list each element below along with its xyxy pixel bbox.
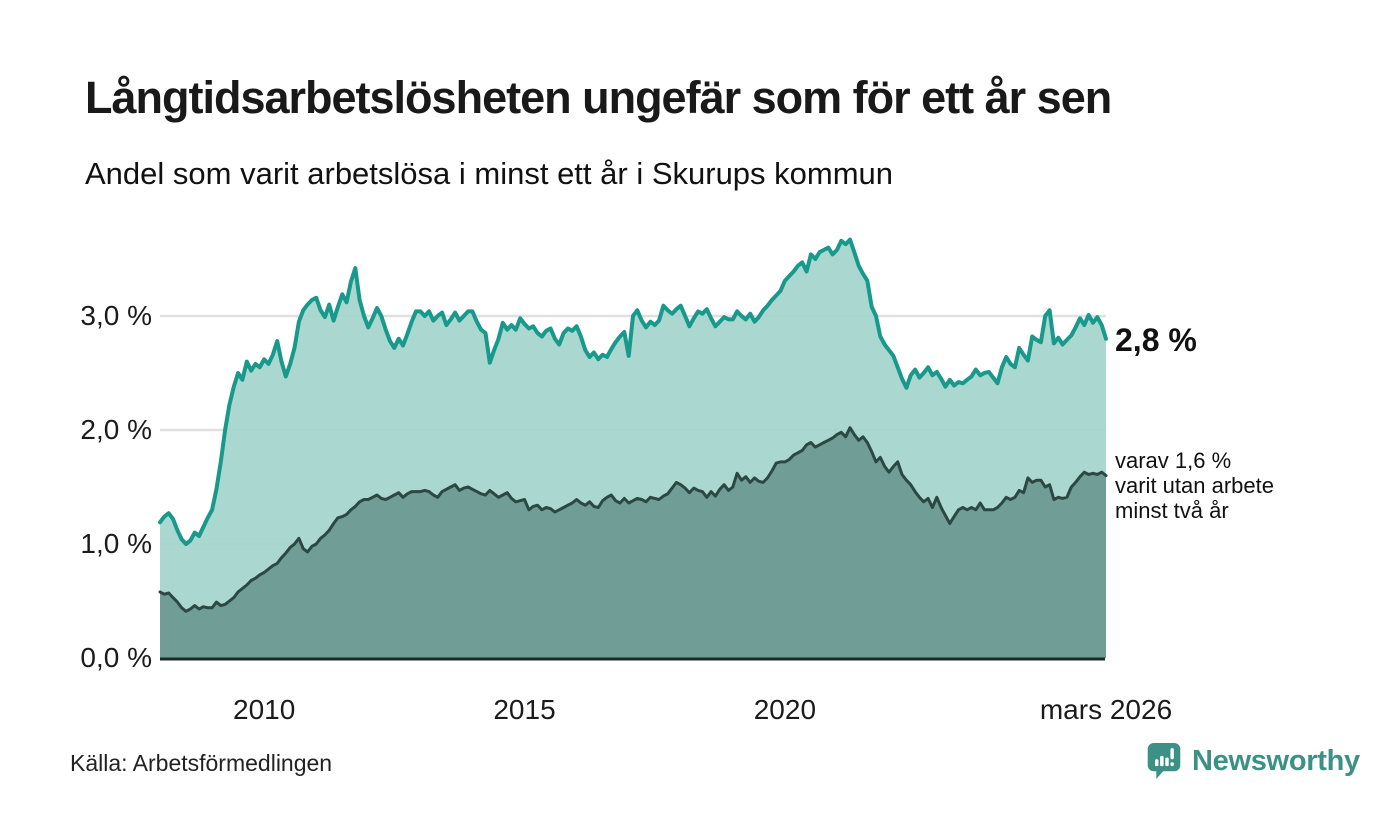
x-tick-label: 2010 (232, 694, 296, 725)
newsworthy-logo: Newsworthy (1146, 741, 1360, 781)
newsworthy-logo-icon (1147, 743, 1181, 779)
y-tick-label: 0,0 % (80, 642, 152, 673)
y-tick-label: 3,0 % (80, 300, 152, 331)
series-line-min-two-years (158, 426, 1108, 613)
chart-subtitle: Andel som varit arbetslösa i minst ett å… (85, 156, 894, 191)
latest-value-label: 2,8 % (1115, 322, 1197, 358)
series-area-min-two-years (160, 427, 1106, 658)
series-line-min-one-year (158, 237, 1108, 546)
page-title: Långtidsarbetslösheten ungefär som för e… (85, 72, 1112, 123)
y-tick-label: 1,0 % (80, 528, 152, 559)
y-tick-label: 2,0 % (80, 414, 152, 445)
newsworthy-logo-text: Newsworthy (1192, 744, 1360, 777)
x-tick-label: 2015 (493, 694, 556, 725)
x-tick-label: 2020 (753, 694, 817, 725)
x-tick-label: mars 2026 (1039, 694, 1173, 725)
two-year-value-label: varav 1,6 % varit utan arbete minst två … (1115, 448, 1274, 523)
source-caption: Källa: Arbetsförmedlingen (70, 750, 333, 776)
